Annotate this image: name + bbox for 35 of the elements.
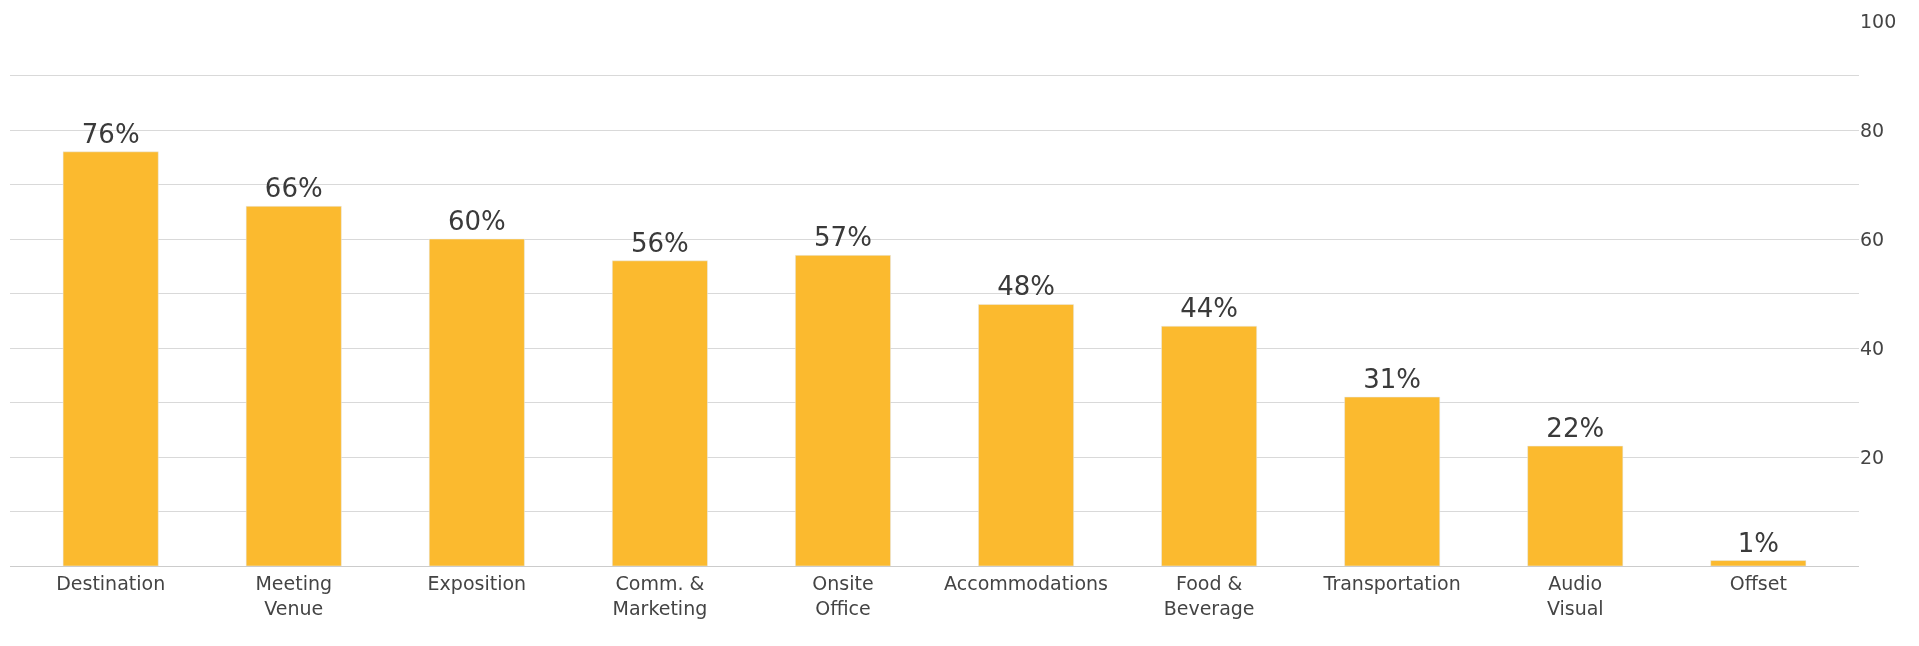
x-tick-label: Offset xyxy=(1729,571,1787,594)
bar xyxy=(428,238,525,566)
x-tick-label: Audio Visual xyxy=(1546,571,1604,619)
bar xyxy=(1161,325,1257,566)
bar xyxy=(612,260,708,566)
y-tick-label: 20 xyxy=(1860,445,1885,468)
y-tick-label: 40 xyxy=(1860,336,1885,359)
bar xyxy=(978,304,1074,566)
data-label: 48% xyxy=(997,271,1055,302)
y-tick-label: 60 xyxy=(1860,227,1885,250)
x-tick-label: Onsite Office xyxy=(812,571,874,619)
bar xyxy=(62,151,159,566)
data-label: 76% xyxy=(81,118,140,149)
x-tick-label: Transportation xyxy=(1322,571,1461,594)
data-label: 66% xyxy=(264,173,323,204)
data-label: 60% xyxy=(447,206,506,236)
x-tick-label: Exposition xyxy=(427,571,527,594)
data-label: 56% xyxy=(631,227,689,258)
data-label: 44% xyxy=(1180,293,1238,324)
data-label: 22% xyxy=(1546,413,1605,444)
x-tick-label: Food & Beverage xyxy=(1163,571,1255,619)
bar xyxy=(1527,445,1624,566)
data-label: 1% xyxy=(1737,527,1779,558)
bar xyxy=(245,206,342,566)
y-tick-label: 80 xyxy=(1860,118,1885,141)
x-tick-label: Meeting Venue xyxy=(255,571,333,619)
data-label: 57% xyxy=(814,222,872,253)
x-tick-label: Comm. & Marketing xyxy=(612,571,708,619)
y-tick-label: 100 xyxy=(1860,9,1897,32)
x-tick-label: Destination xyxy=(56,571,166,594)
bar xyxy=(1344,396,1441,566)
data-label: 31% xyxy=(1363,364,1422,395)
bar xyxy=(1710,560,1807,566)
bar xyxy=(795,255,891,566)
x-tick-label: Accommodations xyxy=(944,571,1108,594)
